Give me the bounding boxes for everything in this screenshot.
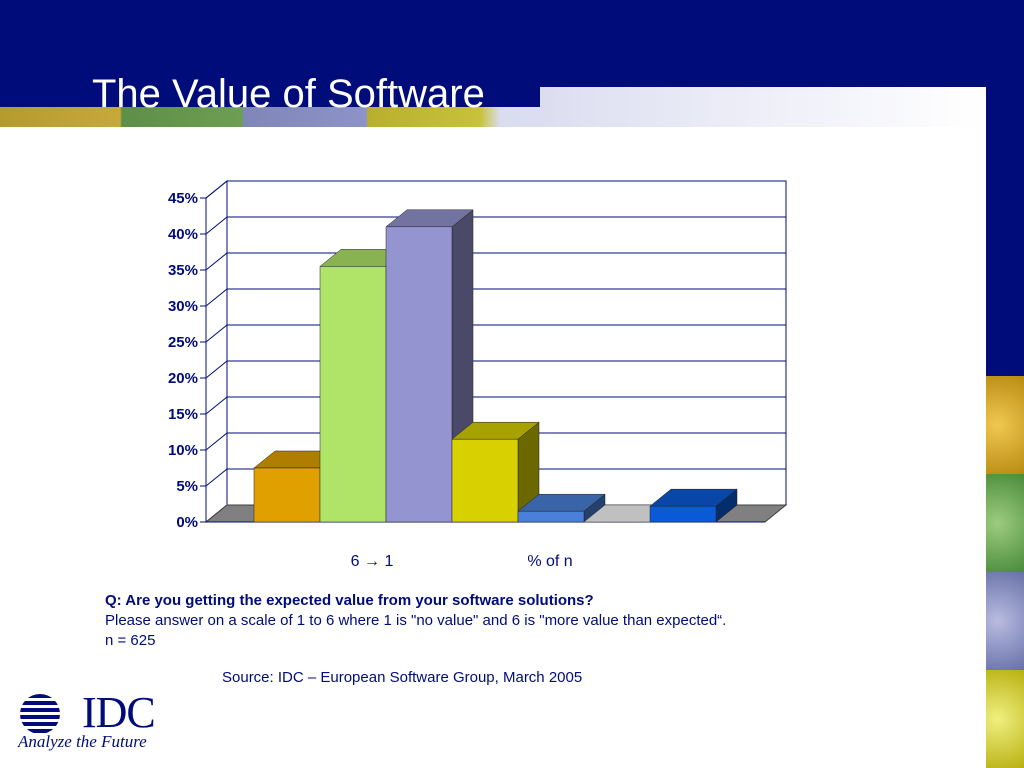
gridline <box>205 216 786 235</box>
right-bar-yellow <box>986 670 1024 768</box>
x-axis-label: 6 → 1 <box>351 553 394 570</box>
slide-title: The Value of Software <box>92 72 485 116</box>
bar <box>385 226 453 523</box>
y-tick-label: 45% <box>168 190 198 207</box>
logo-wordmark: IDC <box>82 688 156 737</box>
sample-size: n = 625 <box>105 632 156 649</box>
gridline <box>205 468 786 487</box>
idc-logo: IDC Analyze the Future <box>16 690 166 756</box>
chart-side-wall <box>205 179 228 524</box>
gridline <box>205 360 786 379</box>
right-bar-gold <box>986 376 1024 474</box>
survey-notes: Q: Are you getting the expected value fr… <box>105 591 726 651</box>
logo-tagline: Analyze the Future <box>18 732 147 751</box>
y-tick-label: 40% <box>168 226 198 243</box>
bar <box>517 510 585 523</box>
gridline <box>205 252 786 271</box>
gridline <box>205 432 786 451</box>
right-decor-bar <box>986 0 1024 768</box>
y-tick-label: 20% <box>168 370 198 387</box>
right-bar-green <box>986 474 1024 572</box>
gridline <box>205 288 786 307</box>
bar <box>253 467 321 523</box>
y-tick-label: 15% <box>168 406 198 423</box>
gridline <box>205 396 786 415</box>
source-note: Source: IDC – European Software Group, M… <box>222 669 583 686</box>
y-tick-label: 0% <box>176 514 198 531</box>
bar <box>649 505 717 523</box>
gridline <box>205 180 786 199</box>
y-tick-label: 25% <box>168 334 198 351</box>
gridline <box>205 324 786 343</box>
bar <box>451 438 519 523</box>
right-bar-lavender <box>986 572 1024 670</box>
title-banner-underlay <box>0 87 540 107</box>
globe-icon <box>20 694 60 733</box>
y-tick-label: 5% <box>176 478 198 495</box>
y-tick-label: 10% <box>168 442 198 459</box>
right-bar-navy <box>986 0 1024 376</box>
bar <box>319 266 387 523</box>
survey-question: Q: Are you getting the expected value fr… <box>105 592 594 609</box>
y-tick-label: 30% <box>168 298 198 315</box>
survey-instruction: Please answer on a scale of 1 to 6 where… <box>105 612 727 629</box>
y-tick-label: 35% <box>168 262 198 279</box>
x-axis-label: % of n <box>527 553 572 570</box>
